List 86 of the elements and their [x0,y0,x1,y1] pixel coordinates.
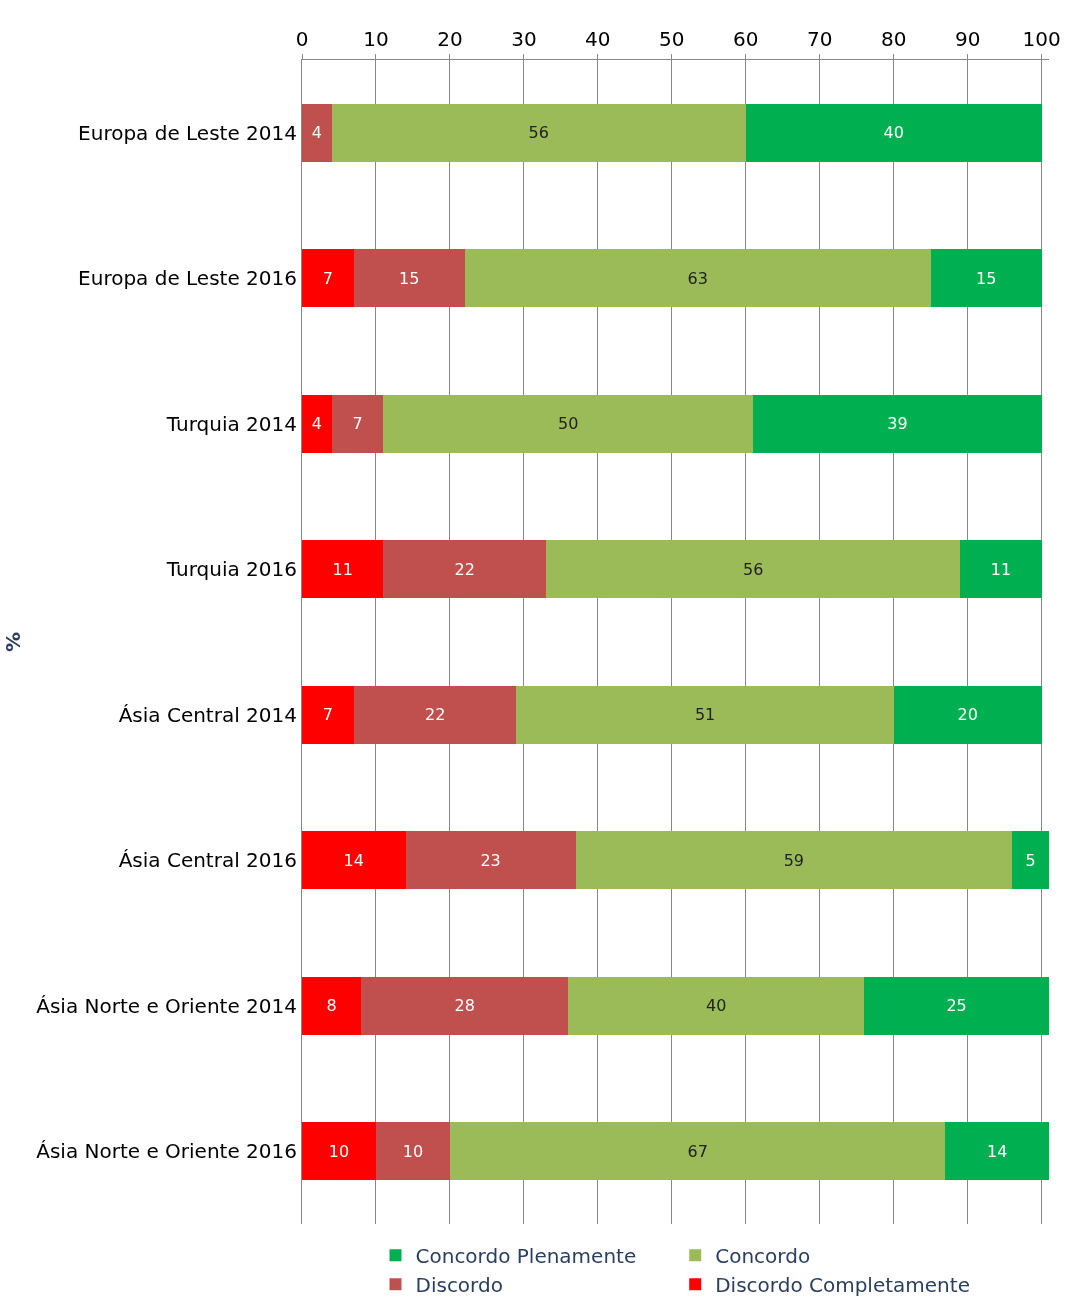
data-label: 39 [887,414,908,434]
x-tick-label: 80 [880,27,907,51]
bar [405,831,576,890]
bar [302,685,354,744]
bar [302,831,406,890]
bar [575,831,1013,890]
bar [930,249,1042,308]
bar [449,1122,946,1181]
data-label: 22 [454,559,475,579]
data-label: 23 [480,850,501,870]
bar [375,1122,450,1181]
x-tick-label: 70 [806,27,833,51]
data-label: 14 [987,1141,1008,1161]
data-label: 63 [687,268,708,288]
bar [331,103,746,162]
y-tick-label: Ásia Norte e Oriente 2016 [36,1139,297,1164]
y-tick-label: Ásia Norte e Oriente 2014 [36,993,297,1018]
data-label: 11 [990,559,1012,579]
data-label: 8 [326,996,337,1016]
data-label: 5 [1025,850,1036,870]
y-tick-label: Europa de Leste 2016 [78,266,297,291]
data-label: 15 [399,268,420,288]
x-tick-label: 50 [659,27,685,51]
legend-label: Discordo [415,1272,503,1297]
bar [383,394,754,453]
y-tick-label: Ásia Central 2014 [118,702,297,727]
bar [302,1122,376,1181]
y-axis-title: % [0,631,25,653]
legend-label: Discordo Completamente [715,1272,970,1297]
data-label: 7 [322,268,333,288]
x-tick-label: 40 [585,27,611,51]
x-tick-label: 30 [511,27,537,51]
bar [302,394,332,453]
data-label: 10 [328,1141,350,1161]
data-label: 51 [694,705,716,725]
bar [893,685,1042,744]
data-label: 15 [975,268,997,288]
bar [945,1122,1049,1181]
y-tick-label: Ásia Central 2016 [118,848,297,873]
bar [302,976,362,1035]
x-tick-label: 90 [954,27,981,51]
data-label: 59 [783,850,805,870]
data-label: 25 [946,996,967,1016]
legend-label: Concordo [715,1243,811,1268]
bar [960,540,1042,599]
data-label: 20 [957,705,978,725]
bar [753,394,1042,453]
data-label: 7 [322,705,333,725]
bar [568,976,865,1035]
bar [464,249,931,308]
data-label: 56 [742,559,764,579]
data-label: 10 [402,1141,424,1161]
data-label: 40 [706,996,727,1016]
data-label: 7 [352,414,363,434]
bar [302,103,332,162]
data-label: 28 [454,996,475,1016]
data-label: 4 [311,414,322,434]
y-tick-label: Europa de Leste 2014 [78,120,297,145]
x-tick-label: 100 [1022,27,1061,51]
data-label: 11 [332,559,353,579]
bar [546,540,961,599]
data-label: 14 [343,850,364,870]
bar [361,976,569,1035]
bar [302,249,354,308]
x-tick-label: 60 [733,27,759,51]
data-label: 40 [883,123,904,143]
x-tick-label: 10 [363,27,389,51]
bar [353,249,465,308]
bar [516,685,894,744]
y-tick-label: Turquia 2014 [165,411,297,436]
x-tick-label: 20 [437,27,463,51]
data-label: 4 [311,123,322,143]
bar [1012,831,1049,890]
data-label: 56 [528,123,549,143]
bar [353,685,517,744]
bar [302,540,384,599]
data-label: 67 [687,1141,708,1161]
bar [331,394,384,453]
data-label: 50 [558,414,579,434]
bar [864,976,1049,1035]
bar [383,540,547,599]
y-tick-label: Turquia 2016 [165,557,297,582]
x-tick-label: 0 [295,27,309,51]
legend-label: Concordo Plenamente [415,1243,637,1268]
bar [745,103,1042,162]
data-label: 22 [424,705,446,725]
